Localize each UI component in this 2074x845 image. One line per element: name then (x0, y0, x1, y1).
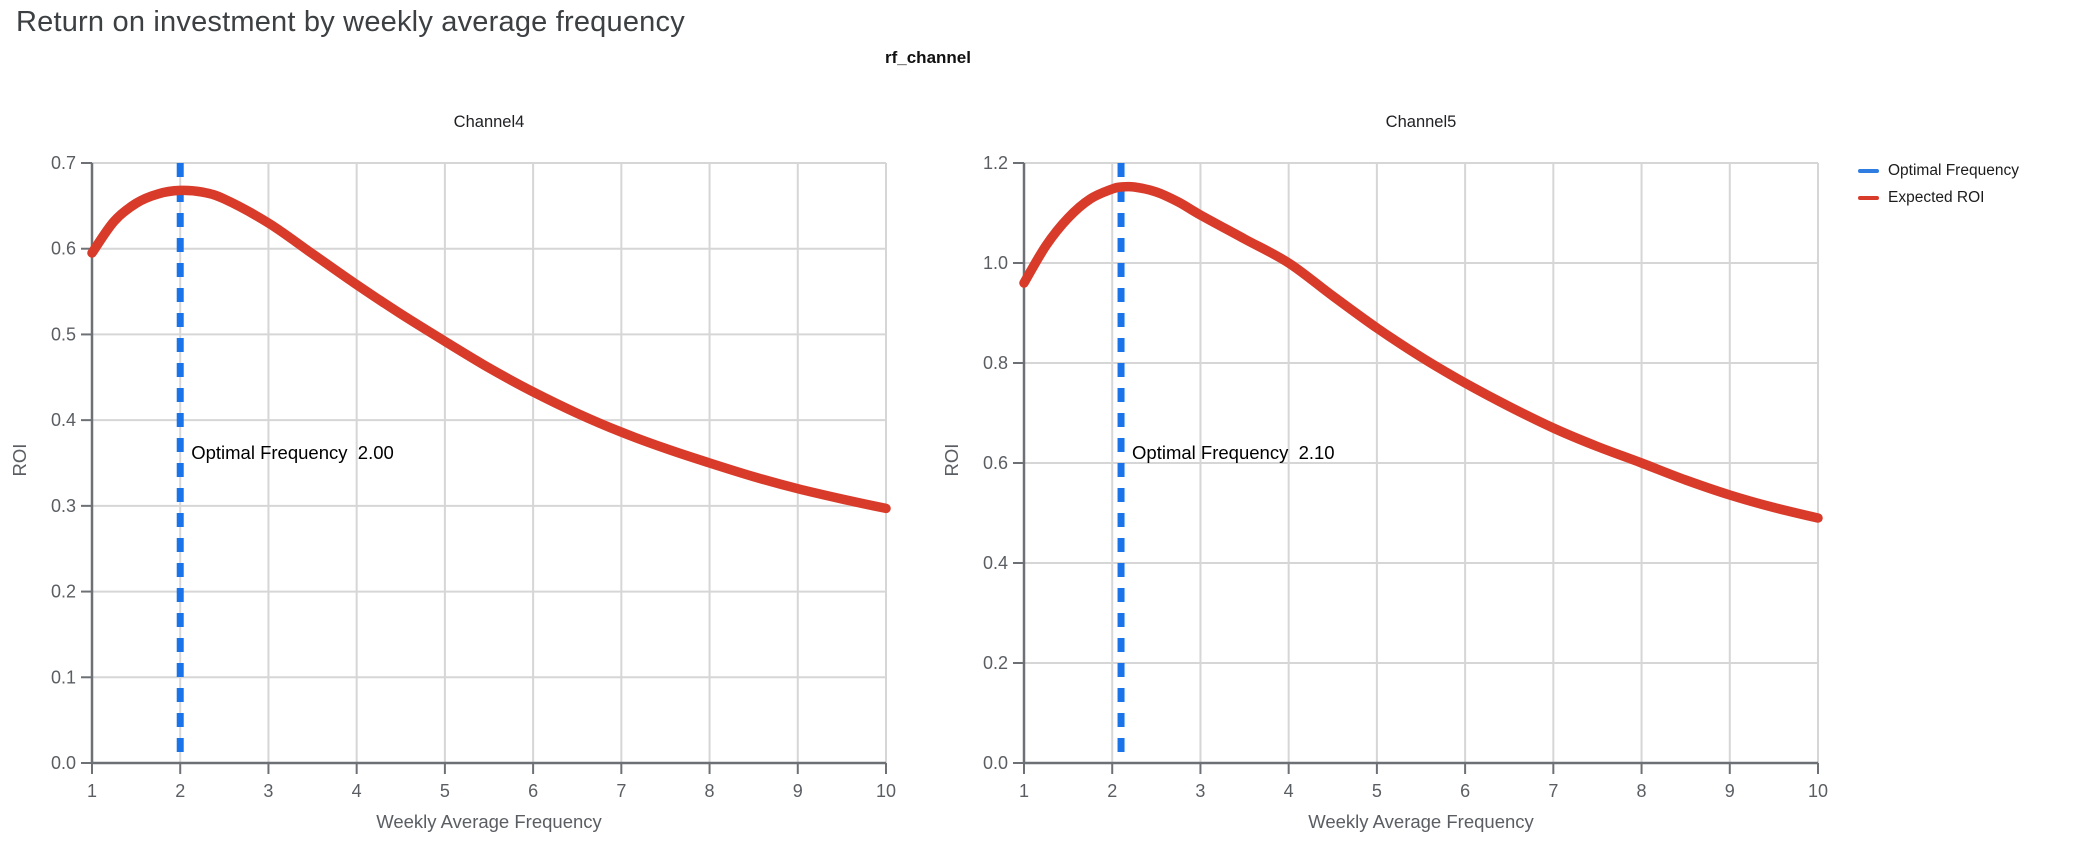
x-tick-label: 1 (1019, 781, 1029, 801)
y-tick-label: 0.1 (51, 667, 76, 687)
y-tick-label: 0.7 (51, 153, 76, 173)
x-tick-label: 4 (352, 781, 362, 801)
y-tick-label: 1.2 (983, 153, 1008, 173)
legend-item-optimal-frequency: Optimal Frequency (1858, 162, 2019, 180)
expected-roi-line (1019, 181, 1823, 523)
x-tick-label: 3 (1195, 781, 1205, 801)
x-tick-label: 8 (705, 781, 715, 801)
x-tick-label: 7 (1548, 781, 1558, 801)
y-tick-label: 1.0 (983, 253, 1008, 273)
page-title: Return on investment by weekly average f… (16, 6, 685, 38)
facet-title: Channel4 (454, 113, 525, 131)
facet-title: Channel5 (1386, 113, 1457, 131)
x-tick-label: 10 (1808, 781, 1828, 801)
x-tick-label: 2 (1107, 781, 1117, 801)
y-tick-label: 0.3 (51, 496, 76, 516)
y-tick-label: 0.6 (983, 453, 1008, 473)
y-tick-label: 0.8 (983, 353, 1008, 373)
x-tick-label: 9 (793, 781, 803, 801)
x-tick-label: 1 (87, 781, 97, 801)
expected-roi-line (87, 185, 891, 514)
x-tick-label: 4 (1284, 781, 1294, 801)
y-tick-label: 0.5 (51, 324, 76, 344)
x-tick-label: 5 (1372, 781, 1382, 801)
y-axis-title: ROI (941, 444, 962, 477)
x-tick-label: 7 (616, 781, 626, 801)
y-tick-label: 0.2 (983, 653, 1008, 673)
x-tick-label: 6 (1460, 781, 1470, 801)
expected-roi-swatch-icon (1858, 196, 1879, 200)
x-tick-label: 6 (528, 781, 538, 801)
x-tick-label: 8 (1637, 781, 1647, 801)
chart-group-title: rf_channel (885, 48, 971, 67)
optimal-frequency-annotation: Optimal Frequency 2.00 (191, 442, 394, 463)
legend-label: Expected ROI (1888, 189, 1985, 206)
optimal-frequency-swatch-icon (1858, 169, 1879, 173)
y-tick-label: 0.0 (51, 753, 76, 773)
y-axis-title: ROI (9, 444, 30, 477)
channel4-chart-svg: 1 2 3 4 5 6 7 8 9 10 0.0 0.1 0.2 0.3 0.4 0.5 0.6 0.7 Optim… (9, 113, 896, 832)
x-axis-title: Weekly Average Frequency (1308, 811, 1534, 832)
y-tick-label: 0.6 (51, 239, 76, 259)
y-tick-label: 0.4 (51, 410, 76, 430)
legend-item-expected-roi: Expected ROI (1858, 189, 2019, 207)
x-tick-label: 10 (876, 781, 896, 801)
legend-label: Optimal Frequency (1888, 162, 2019, 179)
optimal-frequency-annotation: Optimal Frequency 2.10 (1132, 442, 1335, 463)
x-tick-label: 5 (440, 781, 450, 801)
y-tick-label: 0.0 (983, 753, 1008, 773)
x-tick-label: 2 (175, 781, 185, 801)
x-tick-label: 3 (263, 781, 273, 801)
channel5-chart-svg: 1 2 3 4 5 6 7 8 9 10 0.0 0.2 0.4 0.6 0.8 1.0 1.2 Optimal … (941, 113, 1828, 832)
y-tick-label: 0.4 (983, 553, 1008, 573)
legend: Optimal Frequency Expected ROI (1858, 162, 2019, 216)
x-axis-title: Weekly Average Frequency (376, 811, 602, 832)
y-tick-label: 0.2 (51, 582, 76, 602)
x-tick-label: 9 (1725, 781, 1735, 801)
facet-chart-2: 1 2 3 4 5 6 7 8 9 10 0.0 0.2 0.4 0.6 0.8 1.0 1.2 Optimal … (932, 80, 1862, 840)
facet-chart-1: 1 2 3 4 5 6 7 8 9 10 0.0 0.1 0.2 0.3 0.4 0.5 0.6 0.7 Optim… (0, 80, 930, 840)
